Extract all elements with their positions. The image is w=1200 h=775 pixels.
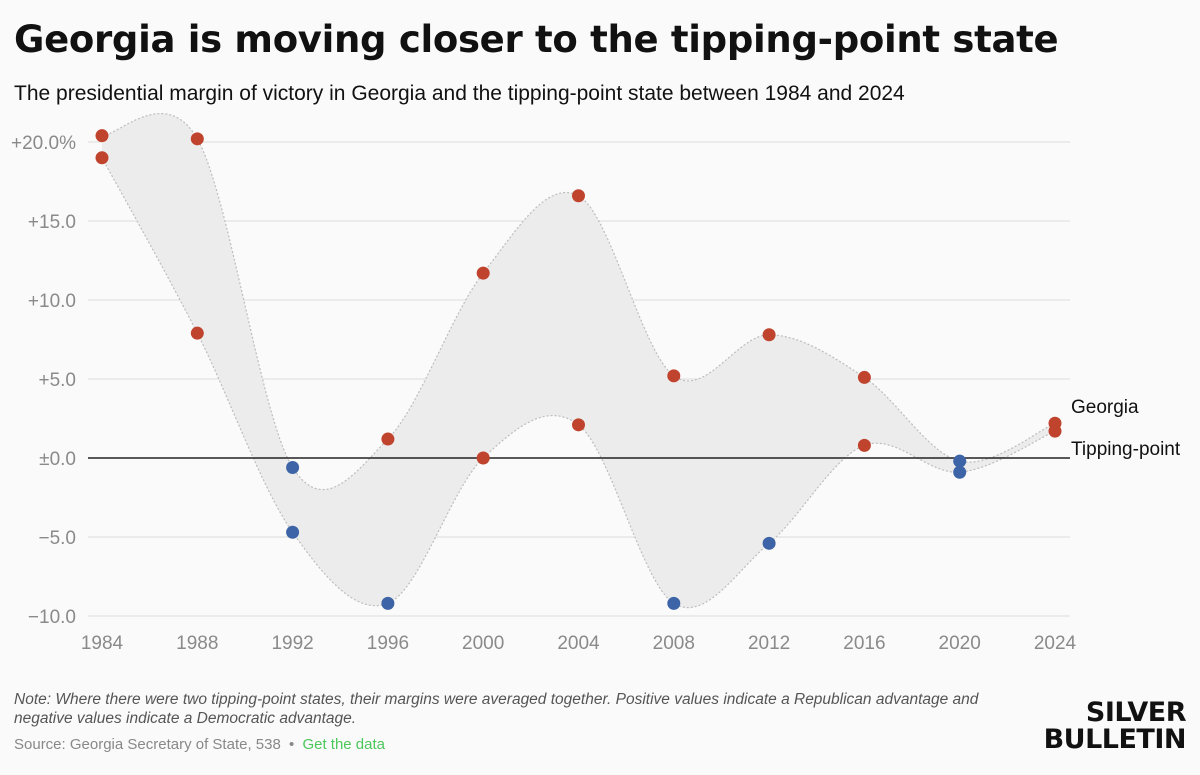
- tipping-point-point: [857, 438, 871, 452]
- x-tick-label: 2012: [748, 633, 790, 654]
- source-text: Source: Georgia Secretary of State, 538: [14, 736, 281, 753]
- tipping-point-point: [190, 326, 204, 340]
- y-tick-label: +15.0: [28, 212, 76, 233]
- x-tick-label: 1988: [176, 633, 218, 654]
- y-tick-label: ±0.0: [39, 449, 76, 470]
- point-layer: [95, 129, 1062, 610]
- brand-line-2: BULLETIN: [1043, 724, 1187, 755]
- series-label-layer: Georgia Tipping-point: [1071, 397, 1181, 460]
- series-label-georgia: Georgia: [1071, 397, 1139, 418]
- source-line: Source: Georgia Secretary of State, 538 …: [14, 736, 385, 753]
- brand-logo: SILVER BULLETIN: [1043, 697, 1187, 755]
- georgia-point: [95, 129, 109, 143]
- x-tick-label: 2016: [843, 633, 885, 654]
- tipping-point-point: [953, 465, 967, 479]
- y-tick-label: +5.0: [38, 370, 76, 391]
- georgia-point: [286, 460, 300, 474]
- tipping-point-point: [286, 525, 300, 539]
- band-layer: [101, 113, 1056, 609]
- tipping-point-point: [476, 451, 490, 465]
- series-label-tipping-point: Tipping-point: [1071, 439, 1181, 460]
- x-tick-label: 1992: [271, 633, 313, 654]
- y-tick-label: −10.0: [28, 607, 76, 628]
- tipping-point-point: [667, 596, 681, 610]
- x-tick-label: 1984: [81, 633, 124, 654]
- georgia-point: [953, 454, 967, 468]
- x-tick-label: 2008: [653, 633, 695, 654]
- x-tick-label: 2004: [557, 633, 600, 654]
- georgia-point: [190, 132, 204, 146]
- georgia-point: [857, 370, 871, 384]
- brand-line-1: SILVER: [1085, 697, 1187, 728]
- georgia-point: [667, 369, 681, 383]
- georgia-point: [381, 432, 395, 446]
- x-tick-label: 2000: [462, 633, 504, 654]
- y-tick-label: +10.0: [28, 291, 76, 312]
- tipping-point-point: [95, 151, 109, 165]
- y-tick-label: +20.0%: [11, 133, 76, 154]
- margin-band: [102, 113, 1055, 608]
- y-tick-label: −5.0: [38, 528, 76, 549]
- x-tick-label: 2020: [939, 633, 981, 654]
- source-separator: •: [289, 736, 295, 753]
- tipping-point-point: [762, 536, 776, 550]
- x-tick-label: 1996: [367, 633, 409, 654]
- chart-title: Georgia is moving closer to the tipping-…: [14, 18, 1059, 61]
- series-line-georgia: [101, 113, 1056, 491]
- georgia-point: [572, 189, 585, 203]
- tipping-point-point: [572, 418, 585, 432]
- tipping-point-point: [1048, 424, 1062, 438]
- georgia-point: [762, 328, 776, 342]
- chart-note: Note: Where there were two tipping-point…: [14, 691, 979, 727]
- get-data-link[interactable]: Get the data: [302, 736, 385, 753]
- tipping-point-point: [381, 596, 395, 610]
- georgia-point: [476, 266, 490, 280]
- chart-subtitle: The presidential margin of victory in Ge…: [14, 82, 905, 105]
- x-tick-label: 2024: [1034, 633, 1077, 654]
